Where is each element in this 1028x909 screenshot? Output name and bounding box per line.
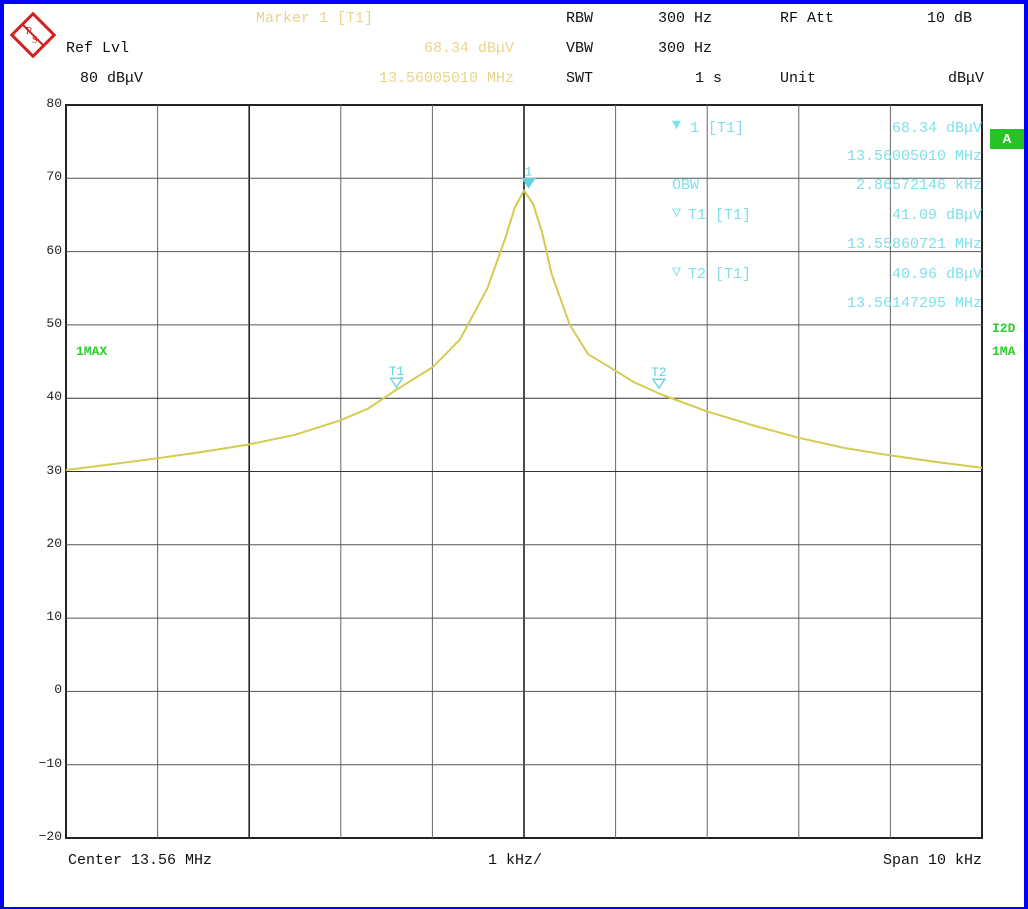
unit-label: Unit [780,70,817,87]
t1-frequency: 13.55860721 MHz [846,236,982,253]
ref-level-label: Ref Lvl [66,40,130,57]
y-tick-label: 30 [46,462,62,478]
y-tick-label: 60 [46,242,62,258]
marker-t2-symbol [651,378,667,390]
right-label-1ma: 1MA [992,344,1016,359]
marker-1-label: 1 [T1] [690,120,745,137]
y-tick-label: 70 [46,169,62,185]
t1-symbol: ▽ [672,205,682,222]
marker-t1-label: T1 [389,364,405,379]
y-tick-label: 40 [46,389,62,405]
t1-label: T1 [T1] [688,207,752,224]
marker-1-label: 1 [525,164,533,179]
ref-level-value: 80 dBμV [80,70,144,87]
screen-a-badge: A [990,129,1024,149]
y-tick-label: 10 [46,609,62,625]
marker-1-frequency: 13.56005010 MHz [846,148,982,165]
t2-level: 40.96 dBμV [891,266,982,283]
marker-title: Marker 1 [T1] [256,10,374,27]
y-tick-label: −10 [38,755,62,771]
marker-1-symbol: ▼ [672,117,682,134]
t2-symbol: ▽ [672,264,682,281]
obw-value: 2.86572146 kHz [855,177,982,194]
y-tick-label: 80 [46,96,62,111]
obw-label: OBW [672,177,700,194]
marker-1-symbol [521,177,536,189]
t2-label: T2 [T1] [688,266,752,283]
center-frequency: Center 13.56 MHz [68,852,213,869]
plot-grid [65,104,983,839]
y-tick-label: 0 [54,682,62,698]
rs-logo: R S [9,11,57,59]
unit-value: dBμV [947,70,984,87]
svg-text:R: R [26,26,33,37]
marker-1-level: 68.34 dBμV [891,120,982,137]
marker-frequency: 13.56005010 MHz [378,70,514,87]
t1-level: 41.09 dBμV [891,207,982,224]
swt-label: SWT [566,70,594,87]
y-tick-label: −20 [38,829,62,844]
rbw-value: 300 Hz [658,10,713,27]
y-tick-label: 20 [46,535,62,551]
trace-line [65,189,983,471]
frequency-per-division: 1 kHz/ [488,852,543,869]
vbw-label: VBW [566,40,594,57]
trace-layer [65,189,983,471]
marker-layer: 1 T1 T2 [389,164,667,390]
trace-mode-label: 1MAX [76,344,108,359]
rf-att-value: 10 dB [926,10,972,27]
right-label-i2d: I2D [992,321,1016,336]
rf-att-label: RF Att [780,10,835,27]
y-tick-label: 50 [46,315,62,331]
svg-text:S: S [32,35,38,46]
marker-t2-label: T2 [651,365,667,380]
rbw-label: RBW [566,10,594,27]
marker-t1-symbol [389,377,404,389]
swt-value: 1 s [694,70,722,87]
vbw-value: 300 Hz [658,40,713,57]
span: Span 10 kHz [882,852,982,869]
t2-frequency: 13.56147295 MHz [846,295,982,312]
marker-level: 68.34 dBμV [423,40,514,57]
